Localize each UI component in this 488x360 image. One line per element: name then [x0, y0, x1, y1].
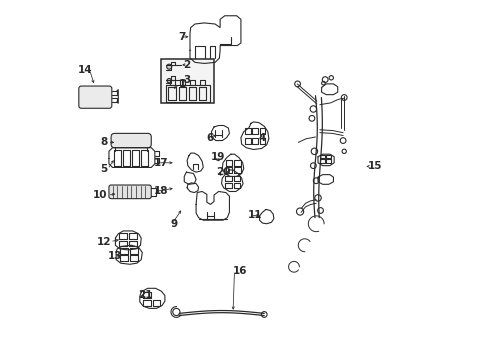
- Text: 19: 19: [210, 152, 224, 162]
- Text: 10: 10: [93, 190, 107, 200]
- Text: 15: 15: [367, 161, 382, 171]
- Text: 9: 9: [170, 219, 177, 229]
- Text: 20: 20: [215, 167, 230, 177]
- Text: 2: 2: [183, 59, 190, 69]
- Text: 6: 6: [206, 133, 214, 143]
- Text: 17: 17: [154, 158, 168, 168]
- Text: 4: 4: [258, 133, 265, 143]
- Text: 16: 16: [233, 266, 247, 276]
- FancyBboxPatch shape: [79, 86, 112, 108]
- Circle shape: [167, 78, 171, 83]
- Text: 21: 21: [137, 291, 152, 301]
- Text: 18: 18: [154, 186, 168, 197]
- Text: 13: 13: [107, 251, 122, 261]
- Text: 14: 14: [78, 64, 92, 75]
- Text: 5: 5: [100, 164, 107, 174]
- Text: 11: 11: [247, 210, 262, 220]
- Text: 3: 3: [183, 75, 190, 85]
- FancyBboxPatch shape: [111, 134, 151, 148]
- Text: 1: 1: [179, 79, 186, 89]
- Text: 12: 12: [97, 237, 111, 247]
- Circle shape: [166, 64, 171, 69]
- FancyBboxPatch shape: [109, 185, 151, 199]
- Text: 7: 7: [178, 32, 185, 42]
- Text: 8: 8: [100, 138, 107, 147]
- Bar: [161, 59, 214, 103]
